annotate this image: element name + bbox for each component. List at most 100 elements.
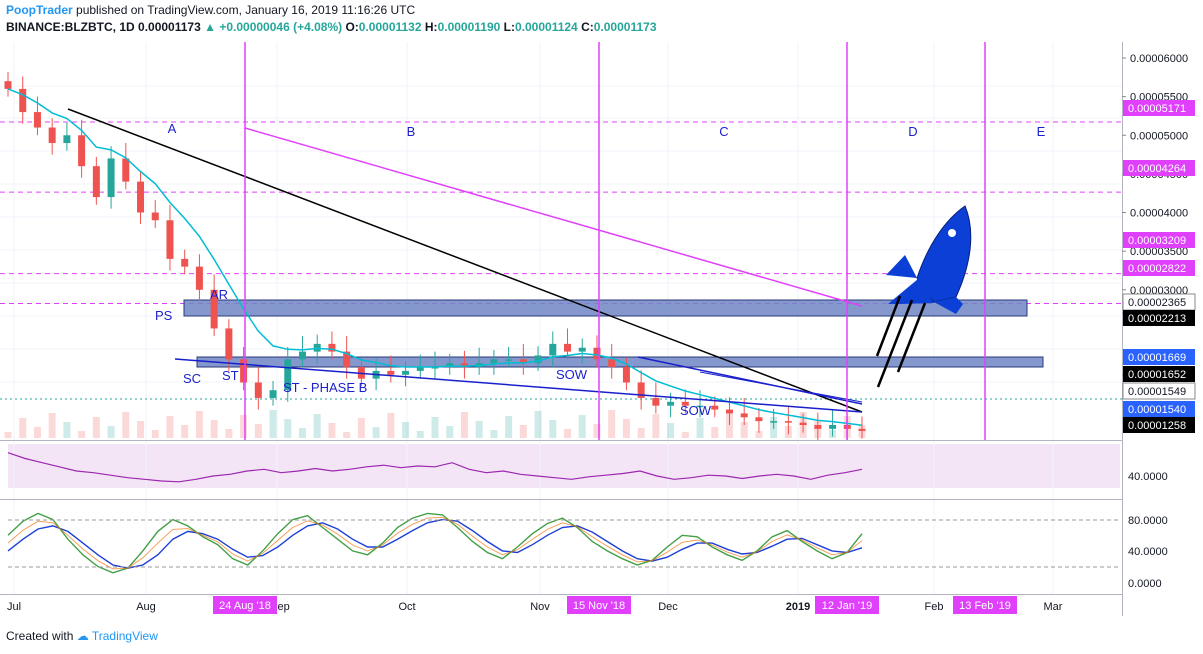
author-name[interactable]: PoopTrader: [6, 3, 73, 17]
candle-body: [608, 359, 616, 368]
candle-body: [505, 359, 513, 361]
candle-body: [63, 135, 71, 143]
time-tick: 2019: [786, 601, 810, 613]
volume-bar: [740, 422, 748, 438]
symbol-line: BINANCE:BLZBTC, 1D 0.00001173 ▲ +0.00000…: [6, 20, 657, 34]
publish-line: PoopTrader published on TradingView.com,…: [6, 3, 415, 17]
volume-bar: [195, 411, 203, 438]
time-axis[interactable]: Jul Aug Sep Oct Nov Dec 2019 Feb Mar: [7, 601, 1063, 613]
phase-label-e: E: [1037, 124, 1046, 139]
volume-bar: [269, 410, 277, 438]
phase-label-c: C: [719, 124, 728, 139]
candle-body: [681, 401, 689, 406]
time-tick: Mar: [1044, 601, 1063, 613]
volume-bar: [681, 432, 689, 438]
volume-bar: [475, 421, 483, 438]
price-label-text: 0.00002822: [1128, 263, 1186, 275]
price-label-box: [1123, 417, 1195, 433]
low-value: 0.00001124: [514, 20, 578, 34]
candle-body: [578, 347, 586, 352]
volume-bar: [431, 417, 439, 438]
volume-bar: [725, 413, 733, 438]
candle-body: [78, 135, 86, 167]
wedge-mid-line: [699, 371, 863, 403]
price-labels: 0.00005171 0.00004264 0.00003209 0.00002822…: [1122, 100, 1196, 433]
candle-body: [564, 343, 572, 352]
candle-body: [829, 425, 837, 429]
candle-body: [490, 359, 498, 364]
price-label-box: [1123, 349, 1195, 365]
volume-bar: [19, 418, 27, 438]
stoch-tick: 0.0000: [1128, 578, 1162, 590]
candle-body: [387, 370, 395, 375]
volume-bar: [416, 431, 424, 438]
price-label-box: [1123, 160, 1195, 176]
candle-body: [711, 405, 719, 410]
stochastic-k-line: [7, 512, 863, 574]
tradingview-brand[interactable]: TradingView: [91, 629, 158, 643]
volume-bar: [608, 410, 616, 438]
candle-body: [446, 363, 454, 368]
volume-bar: [696, 418, 704, 438]
volume-bar: [328, 423, 336, 438]
candle-body: [269, 390, 277, 398]
phase-label-d: D: [908, 124, 917, 139]
candle-body: [725, 409, 733, 414]
volume-bar: [446, 426, 454, 438]
candle-body: [416, 367, 424, 371]
moving-average-line: [244, 127, 863, 307]
candle-body: [195, 266, 203, 290]
price-label-text: 0.00002365: [1128, 297, 1186, 309]
oscillator-axis[interactable]: 40.0000 80.0000 40.0000 0.0000: [1128, 471, 1168, 590]
candle-body: [4, 81, 12, 89]
stoch-tick: 40.0000: [1128, 546, 1168, 558]
volume-bar: [33, 427, 41, 438]
annotation-sc: SC: [183, 371, 201, 386]
low-label: L:: [503, 20, 515, 34]
price-tick: 0.00003500: [1130, 246, 1188, 258]
volume-bar: [372, 427, 380, 438]
price-label-box: [1123, 310, 1195, 326]
volume-bar: [122, 412, 130, 438]
up-arrow-icon: ▲: [204, 20, 216, 34]
time-tick: Jul: [7, 601, 21, 613]
rsi-band: [8, 444, 1120, 488]
volume-bar: [92, 417, 100, 438]
date-flag-text: 24 Aug '18: [219, 600, 271, 612]
stoch-pane[interactable]: [0, 500, 1122, 595]
candle-body: [19, 88, 27, 113]
rsi-tick: 40.0000: [1128, 471, 1168, 483]
candle-body: [770, 421, 778, 423]
rsi-line: [7, 452, 863, 483]
candle-body: [799, 422, 807, 425]
candle-body: [534, 355, 542, 364]
volume-bar: [210, 420, 218, 438]
date-flag-text: 13 Feb '19: [959, 600, 1011, 612]
date-flags: 24 Aug '18 15 Nov '18 12 Jan '19 13 Feb '19: [213, 596, 1017, 614]
volume-bar: [637, 428, 645, 438]
candle-body: [181, 258, 189, 267]
annotation-ar: AR: [210, 287, 228, 302]
candle-body: [343, 351, 351, 368]
candle-body: [622, 367, 630, 383]
volume-bar: [460, 412, 468, 438]
stoch-tick: 80.0000: [1128, 515, 1168, 527]
candle-body: [519, 359, 527, 364]
volume-bar: [343, 432, 351, 438]
price-label-text: 0.00005171: [1128, 103, 1186, 115]
volume-bar: [622, 419, 630, 438]
volume-bar: [151, 430, 159, 438]
candle-body: [696, 405, 704, 408]
volume-bar: [298, 428, 306, 438]
annotation-sow-2: SOW: [680, 403, 712, 418]
phase-label-b: B: [407, 124, 416, 139]
candle-body: [593, 347, 601, 360]
candle-body: [151, 212, 159, 221]
time-tick: Aug: [136, 601, 156, 613]
volume-bar: [137, 421, 145, 438]
close-label: C:: [581, 20, 594, 34]
volume-bar: [652, 414, 660, 438]
annotation-st: ST: [222, 368, 239, 383]
volume-bar: [357, 418, 365, 438]
